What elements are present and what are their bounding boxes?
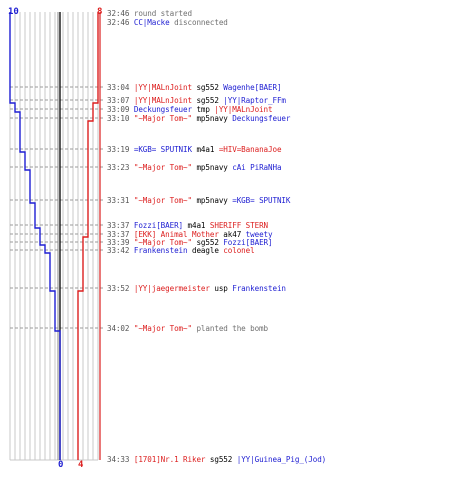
event-time: 33:37 [107,221,134,230]
event-text: Wagenhe[BAER] [223,83,282,92]
t-start-count: 8 [97,7,102,17]
event-row: 33:04 |YY|MALnJoint sg552 Wagenhe[BAER] [107,83,282,92]
event-text: |YY|MALnJoint [214,105,273,114]
event-text: |YY|Raptor_FFm [223,96,286,105]
event-row: 33:19 =KGB= SPUTNIK m4a1 =HIV=BananaJoe [107,145,282,154]
event-row: 32:46 CC|Macke disconnected [107,18,228,27]
event-time: 33:39 [107,238,134,247]
event-text: sg552 [205,455,237,464]
event-time: 34:33 [107,455,134,464]
event-row: 32:46 round started [107,9,192,18]
event-time: 33:37 [107,230,134,239]
event-text: cAi PiRaNHa [232,163,282,172]
event-text: Frankenstein [232,284,286,293]
event-text: CC|Macke [133,18,170,27]
event-text: m4a1 [183,221,210,230]
event-time: 33:19 [107,145,134,154]
event-time: 33:07 [107,96,134,105]
event-text: [1701]Nr.1 Riker [133,455,206,464]
event-text: SHERIFF STERN [209,221,269,230]
event-row: 33:52 |YY|jaegermeister usp Frankenstein [107,284,286,293]
event-text: |YY|MALnJoint [133,83,192,92]
event-row: 33:07 |YY|MALnJoint sg552 |YY|Raptor_FFm [107,96,286,105]
event-time: 33:10 [107,114,134,123]
event-text: |YY|MALnJoint [133,96,192,105]
event-text: disconnected [169,18,228,27]
event-text: planted the bomb [191,324,269,333]
event-text: Fozzi[BAER] [133,221,184,230]
event-row: 33:09 Deckungsfeuer tmp |YY|MALnJoint [107,105,273,114]
event-text: Frankenstein [133,246,188,255]
event-text: m4a1 [191,145,219,154]
event-row: 33:23 "~Major Tom~" mp5navy cAi PiRaNHa [107,163,282,172]
ct-start-count: 10 [8,7,19,17]
event-time: 33:31 [107,196,134,205]
t-count-line [77,12,99,460]
ct-end-count: 0 [58,460,63,470]
event-time: 32:46 [107,18,134,27]
event-text: colonel [223,246,255,255]
event-text: round started [133,9,192,18]
event-text: "~Major Tom~" [133,196,192,205]
event-text: |YY|Guinea_Pig_(Jod) [236,455,327,464]
event-text: Deckungsfeuer [133,105,192,114]
event-text: sg552 [191,238,224,247]
event-time: 33:09 [107,105,134,114]
team-count-labels: 10 8 0 4 [8,7,102,470]
event-time: 33:23 [107,163,134,172]
event-text: tmp [191,105,215,114]
event-row: 33:37 Fozzi[BAER] m4a1 SHERIFF STERN [107,221,268,230]
event-row: 34:33 [1701]Nr.1 Riker sg552 |YY|Guinea_… [107,455,326,464]
event-time: 33:52 [107,284,134,293]
ct-count-line [9,12,61,460]
event-text: [EKK] Animal Mother [133,230,219,239]
event-text: =HIV=BananaJoe [218,145,282,154]
event-row: 34:02 "~Major Tom~" planted the bomb [107,324,268,333]
event-text: |YY|jaegermeister [133,284,210,293]
event-text: "~Major Tom~" [133,238,192,247]
gridlines [9,12,99,461]
event-time: 32:46 [107,9,134,18]
event-text: tweety [245,230,273,239]
team-axes [57,12,101,460]
event-text: ak47 [218,230,246,239]
event-row: 33:39 "~Major Tom~" sg552 Fozzi[BAER] [107,238,273,247]
event-text: sg552 [191,96,224,105]
event-text: =KGB= SPUTNIK [133,145,192,154]
event-text: "~Major Tom~" [133,163,192,172]
event-text: deagle [187,246,224,255]
event-text: =KGB= SPUTNIK [232,196,291,205]
event-text: mp5navy [191,163,233,172]
event-tick-lines [10,86,104,329]
event-text: Deckungsfeuer [232,114,291,123]
event-text: "~Major Tom~" [133,114,192,123]
event-text: Fozzi[BAER] [223,238,273,247]
event-text: "~Major Tom~" [133,324,192,333]
t-end-count: 4 [78,460,84,470]
event-row: 33:37 [EKK] Animal Mother ak47 tweety [107,230,273,239]
event-text: sg552 [191,83,224,92]
event-text: usp [209,284,233,293]
event-row: 33:42 Frankenstein deagle colonel [107,246,255,255]
event-time: 33:42 [107,246,134,255]
event-text: mp5navy [191,114,233,123]
event-row: 33:10 "~Major Tom~" mp5navy Deckungsfeue… [107,114,290,123]
event-time: 34:02 [107,324,134,333]
event-time: 33:04 [107,83,134,92]
event-row: 33:31 "~Major Tom~" mp5navy =KGB= SPUTNI… [107,196,290,205]
event-text: mp5navy [191,196,233,205]
team-count-lines [9,12,99,460]
